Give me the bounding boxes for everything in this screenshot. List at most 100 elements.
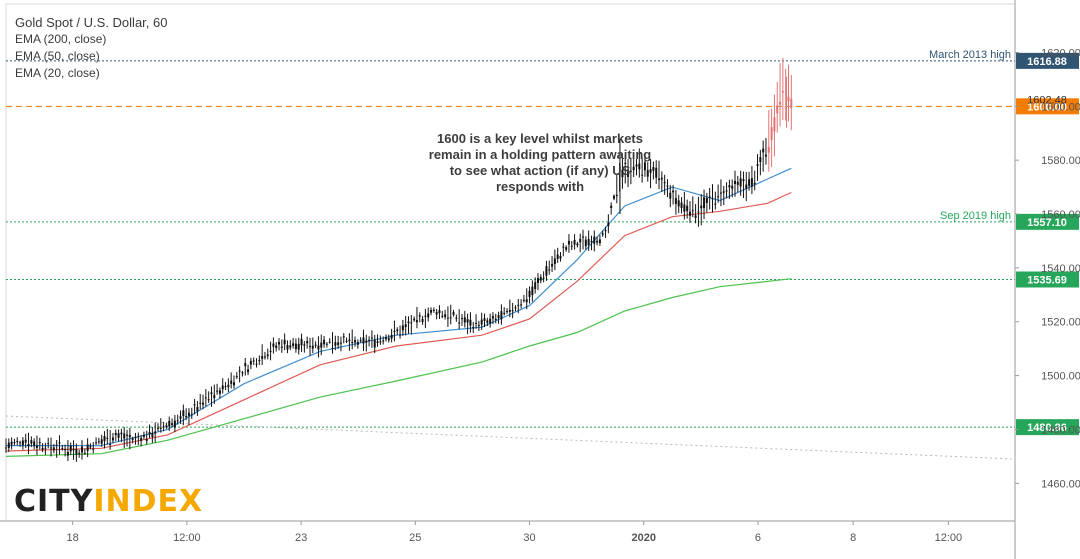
candle-body (244, 363, 247, 367)
candle-body (674, 198, 677, 204)
candle-body (418, 315, 421, 317)
candle-body (404, 324, 407, 328)
candle-body (539, 277, 542, 281)
candle-body (292, 343, 295, 346)
candle-body (475, 322, 478, 324)
candle-body (753, 182, 756, 185)
x-tick-label: 12:00 (935, 532, 963, 544)
candle-body (55, 444, 58, 446)
annotation-line-2: remain in a holding pattern awaiting (428, 147, 652, 162)
candle-body (646, 170, 649, 177)
candle-body (565, 247, 568, 250)
chart-legend: Gold Spot / U.S. Dollar, 60 EMA (200, cl… (15, 14, 167, 82)
candle-body (300, 338, 303, 346)
candle-body (714, 203, 717, 205)
candle-body (387, 338, 390, 341)
candle-body (289, 345, 292, 348)
candle-body (421, 319, 424, 322)
candle-body (131, 438, 134, 440)
candle-body (278, 341, 281, 345)
candle-body (463, 317, 466, 323)
candle-body (728, 185, 731, 188)
y-tick-label: 1540.00 (1041, 263, 1080, 275)
candle-body (697, 211, 700, 213)
candle-body (95, 442, 98, 444)
candle-body (362, 337, 365, 344)
candle-body (337, 342, 340, 346)
candle-body (325, 343, 328, 345)
candle-body (570, 245, 573, 247)
candle-body (767, 146, 770, 153)
candle-body (216, 390, 219, 392)
level-price-badge (1016, 52, 1079, 69)
candle-body (666, 185, 669, 187)
candle-body (658, 178, 661, 181)
candle-body (145, 438, 148, 441)
level-price-label: 1600.00 (1027, 101, 1067, 113)
candle-body (660, 177, 663, 180)
candle-body (511, 310, 514, 312)
candle-body (587, 239, 590, 246)
candle-body (444, 314, 447, 318)
level-price-label: 1535.69 (1027, 274, 1067, 286)
ema20-line (6, 167, 792, 447)
x-tick-label: 30 (523, 532, 535, 544)
candle-body (69, 445, 72, 452)
candle-body (500, 311, 503, 320)
candle-body (218, 390, 221, 394)
candle-body (734, 180, 737, 184)
y-tick-label: 1460.00 (1041, 478, 1080, 490)
annotation-line-4: responds with (495, 179, 585, 194)
candle-body (525, 299, 528, 303)
legend-ema50: EMA (50, close) (15, 49, 100, 63)
level-price-badge (1016, 213, 1079, 230)
candle-body (117, 433, 120, 438)
level-price-label: 1557.10 (1027, 217, 1067, 229)
candle-body (652, 167, 655, 171)
candle-body (86, 444, 89, 451)
candle-body (235, 376, 238, 378)
candle-body (64, 449, 67, 451)
y-tick-label: 1600.00 (1041, 101, 1080, 113)
trendline-layer (5, 415, 1016, 460)
candle-body (514, 307, 517, 309)
candle-body (24, 439, 27, 443)
candle-body (601, 233, 604, 235)
candles (5, 57, 793, 462)
candle-body (27, 444, 30, 447)
candle-body (750, 178, 753, 187)
candle-body (286, 345, 289, 350)
candle-body (331, 348, 334, 350)
candle-body (382, 340, 385, 342)
candle-body (548, 269, 551, 271)
candle-body (266, 354, 269, 357)
candle-body (7, 442, 10, 449)
candle-body (258, 360, 261, 362)
candle-body (427, 313, 430, 318)
level-price-label: 1480.86 (1027, 422, 1067, 434)
candle-body (683, 204, 686, 212)
cityindex-logo: CITYINDEX (14, 484, 203, 519)
candle-body (497, 315, 500, 318)
candle-body (16, 441, 19, 443)
candle-body (691, 210, 694, 212)
y-tick-label: 1580.00 (1041, 155, 1080, 167)
candle-body (649, 169, 652, 173)
candle-body (379, 341, 382, 343)
candle-body (280, 346, 283, 348)
candle-body (604, 230, 607, 232)
candle-body (522, 299, 525, 301)
candle-body (111, 437, 114, 441)
candle-body (438, 310, 441, 314)
candle-body (725, 190, 728, 192)
candle-body (345, 340, 348, 342)
candle-body (247, 369, 250, 373)
candle-body (528, 290, 531, 297)
candle-body (534, 282, 537, 290)
candle-body (58, 442, 61, 444)
annotation-line-3: to see what action (if any) US (449, 163, 631, 178)
candle-body (480, 319, 483, 325)
candle-body (185, 415, 188, 417)
